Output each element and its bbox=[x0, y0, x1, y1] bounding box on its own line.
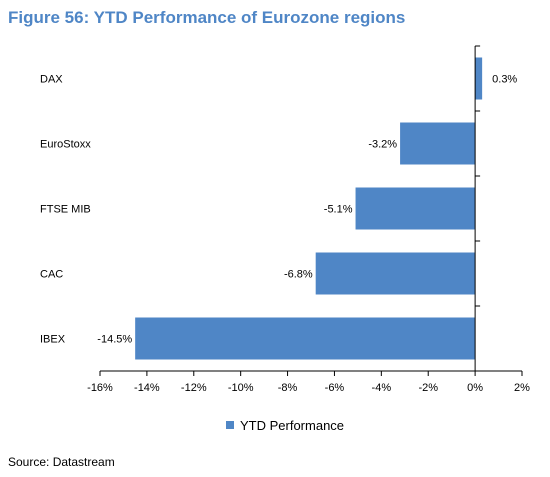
x-tick-label: -6% bbox=[325, 382, 345, 394]
bar-ftse-mib bbox=[355, 187, 476, 230]
category-label: FTSE MIB bbox=[40, 204, 91, 216]
chart-title: Figure 56: YTD Performance of Eurozone r… bbox=[8, 8, 406, 27]
category-label: EuroStoxx bbox=[40, 139, 91, 151]
x-tick-label: -14% bbox=[134, 382, 160, 394]
legend-swatch bbox=[226, 421, 234, 429]
category-label: IBEX bbox=[40, 334, 66, 346]
source-note: Source: Datastream bbox=[8, 455, 115, 469]
data-label: -14.5% bbox=[97, 334, 132, 346]
category-label: CAC bbox=[40, 269, 63, 281]
data-label: 0.3% bbox=[492, 74, 517, 86]
x-tick-label: -16% bbox=[87, 382, 113, 394]
bar-eurostoxx bbox=[400, 122, 476, 165]
x-tick-label: -8% bbox=[278, 382, 298, 394]
x-tick-label: 0% bbox=[467, 382, 483, 394]
category-label: DAX bbox=[40, 74, 63, 86]
x-tick-label: 2% bbox=[514, 382, 530, 394]
legend-label: YTD Performance bbox=[240, 418, 344, 433]
data-label: -5.1% bbox=[324, 204, 353, 216]
x-tick-label: -4% bbox=[372, 382, 392, 394]
bar-dax bbox=[475, 57, 483, 100]
x-tick-label: -12% bbox=[181, 382, 207, 394]
data-label: -6.8% bbox=[284, 269, 313, 281]
x-tick-label: -2% bbox=[418, 382, 438, 394]
bar-ibex bbox=[135, 317, 476, 360]
x-tick-label: -10% bbox=[228, 382, 254, 394]
data-label: -3.2% bbox=[368, 139, 397, 151]
bar-cac bbox=[315, 252, 476, 295]
